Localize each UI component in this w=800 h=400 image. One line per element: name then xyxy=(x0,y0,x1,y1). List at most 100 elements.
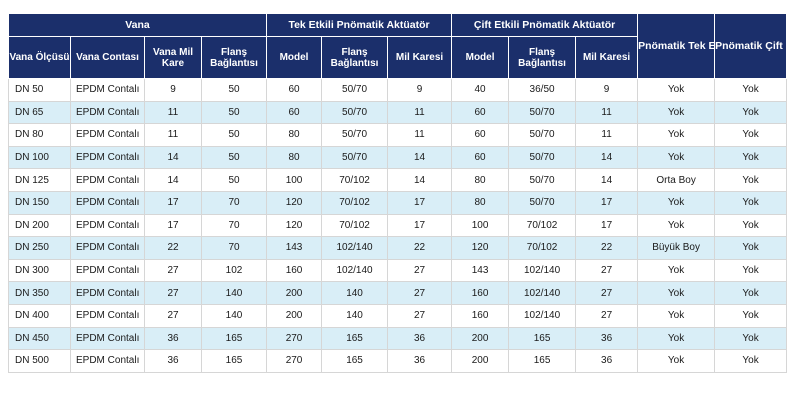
table-header: Vana Tek Etkili Pnömatik Aktüatör Çift E… xyxy=(7,13,788,79)
table-row: DN 350 EPDM Contalı 27 140 200 140 27 160 102/14… xyxy=(8,281,788,305)
header-vana-mil-kare: Vana Mil Kare xyxy=(144,36,202,79)
table-cell: Yok xyxy=(714,236,788,260)
valve-actuator-spec-table: Vana Tek Etkili Pnömatik Aktüatör Çift E… xyxy=(7,13,788,373)
header-vana-contasi: Vana Contası xyxy=(70,36,145,79)
table-cell: 200 xyxy=(266,303,323,328)
table-cell: EPDM Contalı xyxy=(70,78,145,102)
table-cell: Yok xyxy=(637,281,716,305)
table-cell: 200 xyxy=(451,349,510,373)
table-cell: 270 xyxy=(266,349,323,373)
table-cell: Yok xyxy=(637,190,716,215)
table-cell: 140 xyxy=(321,303,389,328)
table-cell: EPDM Contalı xyxy=(70,190,145,215)
table-cell: 27 xyxy=(387,303,453,328)
table-cell: 27 xyxy=(144,303,202,328)
header-cift-mil-karesi: Mil Karesi xyxy=(575,36,639,79)
table-cell: 11 xyxy=(144,100,202,125)
table-cell: Yok xyxy=(637,258,716,283)
table-cell: 22 xyxy=(575,236,639,260)
table-cell: 14 xyxy=(575,145,639,170)
table-cell: Yok xyxy=(637,326,716,351)
table-cell: 80 xyxy=(451,190,510,215)
table-cell: 22 xyxy=(387,236,453,260)
table-cell: 100 xyxy=(266,168,323,192)
spec-table-container: Vana Tek Etkili Pnömatik Aktüatör Çift E… xyxy=(7,13,788,373)
table-cell: 70/102 xyxy=(321,190,389,215)
header-cift-flans: Flanş Bağlantısı xyxy=(508,36,577,79)
table-cell: 60 xyxy=(266,100,323,125)
table-cell: 160 xyxy=(451,303,510,328)
table-cell: 27 xyxy=(575,281,639,305)
table-cell: 36 xyxy=(575,349,639,373)
table-cell: 36 xyxy=(144,326,202,351)
table-cell: DN 450 xyxy=(8,326,71,351)
table-cell: 50/70 xyxy=(321,123,389,147)
table-cell: 50 xyxy=(200,123,268,147)
table-cell: EPDM Contalı xyxy=(70,145,145,170)
header-tek-braket: Pnömatik Tek Etkili Aktüatör Braket xyxy=(637,13,716,79)
table-cell: 27 xyxy=(387,281,453,305)
table-cell: 200 xyxy=(451,326,510,351)
table-cell: 11 xyxy=(575,100,639,125)
table-row: DN 125 EPDM Contalı 14 50 100 70/102 14 80 50/70… xyxy=(8,168,788,192)
table-cell: Yok xyxy=(714,145,788,170)
table-cell: DN 350 xyxy=(8,281,71,305)
table-cell: Yok xyxy=(637,349,716,373)
table-cell: Yok xyxy=(637,303,716,328)
table-cell: Yok xyxy=(637,123,716,147)
table-cell: 70/102 xyxy=(508,236,577,260)
table-cell: 17 xyxy=(387,213,453,238)
table-cell: 11 xyxy=(144,123,202,147)
table-cell: 50/70 xyxy=(508,145,577,170)
table-cell: 120 xyxy=(266,213,323,238)
table-cell: 50/70 xyxy=(508,190,577,215)
table-cell: 100 xyxy=(451,213,510,238)
table-cell: 102/140 xyxy=(508,258,577,283)
table-cell: 50/70 xyxy=(508,168,577,192)
table-cell: EPDM Contalı xyxy=(70,303,145,328)
table-cell: 50/70 xyxy=(321,145,389,170)
table-cell: 17 xyxy=(144,213,202,238)
table-cell: Yok xyxy=(714,168,788,192)
table-cell: 36 xyxy=(387,349,453,373)
table-cell: 80 xyxy=(451,168,510,192)
table-cell: Yok xyxy=(714,326,788,351)
table-cell: Yok xyxy=(714,123,788,147)
table-cell: 36/50 xyxy=(508,78,577,102)
header-cift-braket: Pnömatik Çift Etkili Aktüatör Braket xyxy=(714,13,788,79)
table-cell: Yok xyxy=(637,145,716,170)
table-cell: Yok xyxy=(714,213,788,238)
table-cell: 70 xyxy=(200,190,268,215)
table-cell: 140 xyxy=(321,281,389,305)
table-cell: 102/140 xyxy=(321,236,389,260)
table-cell: 200 xyxy=(266,281,323,305)
header-tek-mil-karesi: Mil Karesi xyxy=(387,36,453,79)
table-cell: 120 xyxy=(266,190,323,215)
table-cell: 102 xyxy=(200,258,268,283)
table-cell: 17 xyxy=(144,190,202,215)
table-cell: 70/102 xyxy=(321,168,389,192)
table-cell: DN 80 xyxy=(8,123,71,147)
table-cell: 102/140 xyxy=(508,303,577,328)
table-row: DN 200 EPDM Contalı 17 70 120 70/102 17 100 70/1… xyxy=(8,213,788,238)
table-cell: Yok xyxy=(714,349,788,373)
table-cell: Yok xyxy=(714,281,788,305)
table-cell: 50 xyxy=(200,145,268,170)
table-cell: 60 xyxy=(451,100,510,125)
table-cell: 80 xyxy=(266,145,323,170)
table-cell: 70/102 xyxy=(321,213,389,238)
table-cell: Yok xyxy=(637,100,716,125)
table-cell: 102/140 xyxy=(508,281,577,305)
table-cell: 40 xyxy=(451,78,510,102)
table-row: DN 250 EPDM Contalı 22 70 143 102/140 22 120 70/… xyxy=(8,236,788,260)
table-cell: 14 xyxy=(387,145,453,170)
table-cell: 102/140 xyxy=(321,258,389,283)
header-vana-olcusu: Vana Ölçüsü xyxy=(8,36,71,79)
table-cell: DN 300 xyxy=(8,258,71,283)
header-flans-baglantisi: Flanş Bağlantısı xyxy=(200,36,268,79)
group-header-tek-etkili: Tek Etkili Pnömatik Aktüatör xyxy=(266,13,453,37)
table-cell: 120 xyxy=(451,236,510,260)
table-row: DN 80 EPDM Contalı 11 50 80 50/70 11 60 50/70 11 Y… xyxy=(8,123,788,147)
table-cell: Yok xyxy=(714,78,788,102)
table-cell: 27 xyxy=(144,258,202,283)
